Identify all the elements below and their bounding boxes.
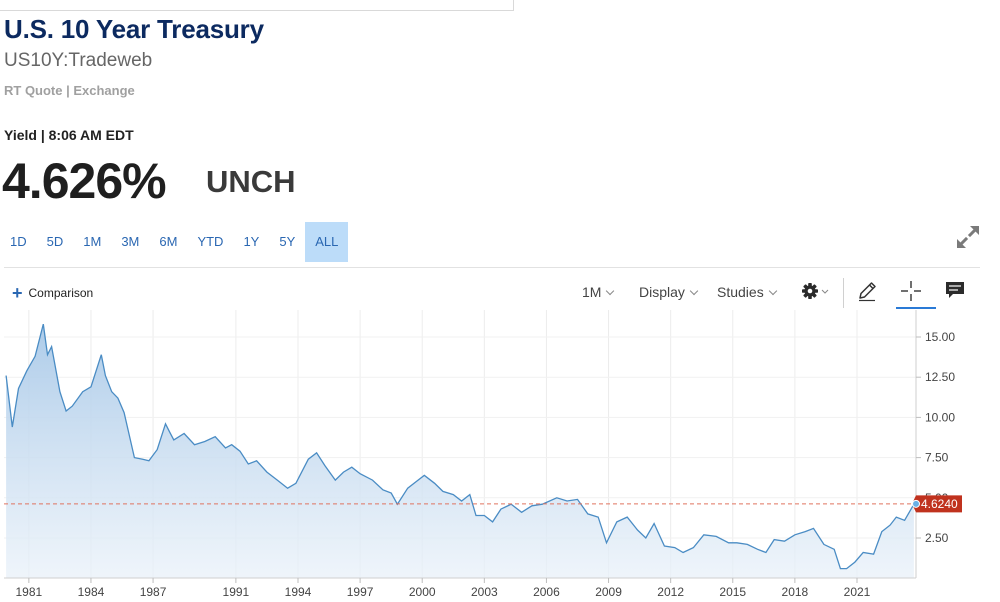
x-tick-label: 2012	[657, 585, 684, 599]
comparison-button[interactable]: + Comparison	[12, 283, 94, 303]
last-price-value: 4.6240	[921, 497, 958, 511]
top-divider	[0, 0, 514, 11]
yield-chart[interactable]: 1981 1984 1987 1991 1994 1997 2000 2003 2006 2009…	[0, 310, 1000, 602]
x-tick-label: 2003	[471, 585, 498, 599]
x-tick-label: 1997	[347, 585, 374, 599]
range-1d[interactable]: 1D	[10, 234, 27, 249]
x-tick-label: 2021	[844, 585, 871, 599]
plus-icon: +	[12, 283, 23, 303]
last-price-dot	[912, 499, 920, 508]
gear-icon[interactable]	[801, 281, 831, 301]
range-6m[interactable]: 6M	[159, 234, 178, 249]
display-dropdown[interactable]: Display	[639, 284, 699, 300]
y-tick-label: 10.00	[925, 410, 955, 424]
range-ytd[interactable]: YTD	[197, 234, 224, 249]
chevron-down-icon	[768, 286, 777, 295]
yield-area	[6, 324, 914, 578]
chevron-down-icon	[689, 286, 699, 295]
range-all[interactable]: ALL	[305, 222, 349, 262]
toolbar-separator	[843, 278, 844, 308]
annotation-icon[interactable]	[944, 280, 966, 300]
price-value: 4.626%	[2, 153, 167, 209]
x-tick-label: 2006	[533, 585, 560, 599]
last-price-badge	[912, 495, 962, 513]
quote-source-label: RT Quote | Exchange	[4, 83, 135, 98]
range-selector: 1D 5D 1M 3M 6M YTD 1Y 5Y ALL	[0, 222, 349, 262]
range-3m[interactable]: 3M	[121, 234, 140, 249]
x-tick-label: 2015	[719, 585, 746, 599]
interval-dropdown[interactable]: 1M	[582, 284, 615, 300]
y-tick-label: 2.50	[925, 531, 949, 545]
yield-line	[5, 323, 915, 570]
page-title: U.S. 10 Year Treasury	[4, 14, 264, 44]
comparison-label: Comparison	[28, 286, 94, 300]
x-axis: 1981 1984 1987 1991 1994 1997 2000 2003 2006 2009…	[15, 578, 871, 599]
crosshair-active-indicator	[896, 307, 936, 309]
y-tick-label: 15.00	[925, 330, 955, 344]
display-label: Display	[639, 284, 685, 300]
crosshair-icon[interactable]	[900, 280, 922, 302]
symbol-label: US10Y:Tradeweb	[4, 50, 153, 71]
y-tick-label: 12.50	[925, 370, 955, 384]
x-tick-label: 1987	[140, 585, 167, 599]
x-tick-label: 2009	[595, 585, 622, 599]
pencil-icon[interactable]	[856, 280, 878, 302]
y-tick-label: 7.50	[925, 451, 949, 465]
chevron-down-icon	[606, 286, 615, 295]
range-5d[interactable]: 5D	[46, 234, 64, 249]
x-tick-label: 1981	[15, 585, 42, 599]
studies-label: Studies	[717, 284, 764, 300]
range-1m[interactable]: 1M	[83, 234, 102, 249]
interval-label: 1M	[582, 284, 602, 300]
yield-timestamp: Yield | 8:06 AM EDT	[4, 127, 134, 143]
x-tick-label: 2000	[409, 585, 436, 599]
range-5y[interactable]: 5Y	[279, 234, 296, 249]
x-tick-label: 1991	[223, 585, 250, 599]
change-value: UNCH	[206, 164, 296, 199]
range-1y[interactable]: 1Y	[243, 234, 260, 249]
x-tick-label: 1984	[78, 585, 105, 599]
expand-icon[interactable]	[955, 224, 981, 250]
toolbar-divider	[4, 267, 980, 268]
last-price-marker: 4.6240	[912, 495, 962, 513]
x-tick-label: 1994	[285, 585, 312, 599]
studies-dropdown[interactable]: Studies	[717, 284, 777, 300]
x-tick-label: 2018	[782, 585, 809, 599]
